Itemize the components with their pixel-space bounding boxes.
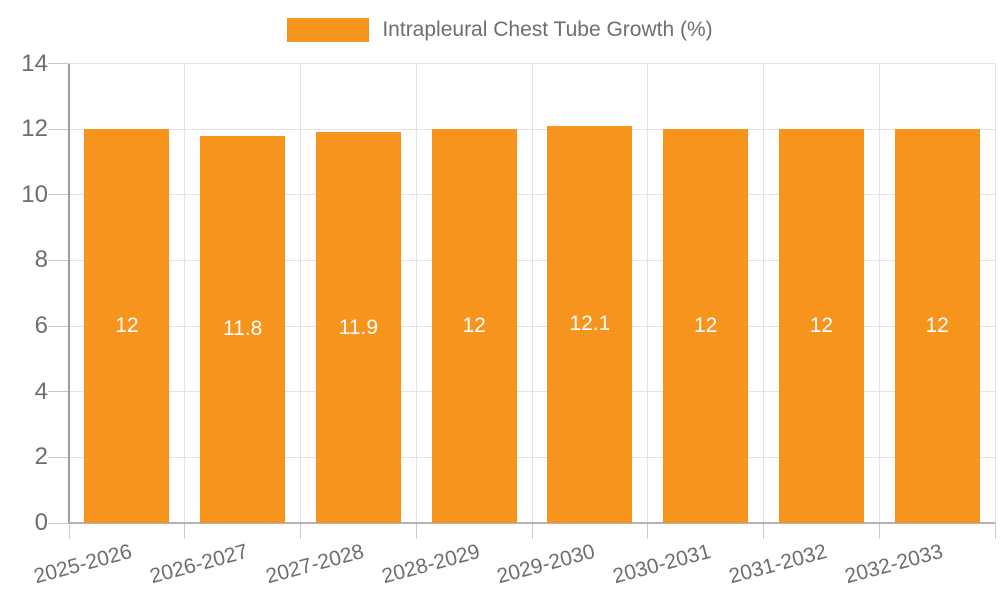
- x-tick-mark: [763, 523, 764, 539]
- x-gridline: [531, 63, 533, 523]
- bar: [84, 129, 170, 523]
- x-tick-mark: [647, 523, 649, 539]
- y-tick-label: 12: [21, 115, 48, 143]
- x-gridline: [300, 63, 301, 523]
- bar-value-label: 11.8: [222, 317, 263, 341]
- y-tick-mark: [48, 456, 69, 458]
- x-tick-mark: [878, 523, 880, 539]
- x-category-label: 2028-2029: [379, 540, 483, 589]
- y-tick-mark: [48, 325, 69, 327]
- x-category-label: 2029-2030: [494, 540, 598, 589]
- bar: [315, 132, 401, 523]
- x-category-label: 2026-2027: [147, 540, 251, 589]
- x-gridline: [763, 63, 764, 523]
- bar-value-label: 12: [115, 314, 139, 338]
- y-tick-label: 6: [34, 312, 48, 340]
- y-tick-label: 4: [34, 377, 48, 405]
- x-gridline: [184, 63, 186, 523]
- y-tick-mark: [48, 391, 69, 393]
- bar-value-label: 12: [925, 314, 949, 338]
- y-tick-mark: [48, 194, 69, 196]
- y-tick-label: 14: [21, 49, 48, 77]
- bar: [431, 129, 517, 523]
- x-category-label: 2025-2026: [31, 540, 135, 589]
- y-tick-label: 0: [34, 509, 48, 536]
- y-tick-label: 2: [34, 443, 48, 471]
- y-tick-label: 8: [34, 246, 48, 274]
- y-axis-line: [68, 63, 70, 523]
- y-tick-mark: [48, 128, 69, 130]
- bar-value-label: 11.9: [338, 315, 379, 339]
- y-tick-mark: [48, 63, 69, 64]
- x-tick-mark: [300, 523, 301, 539]
- x-gridline: [415, 63, 417, 523]
- x-category-label: 2032-2033: [842, 540, 946, 589]
- x-tick-mark: [415, 523, 417, 539]
- legend-label: Intrapleural Chest Tube Growth (%): [382, 18, 713, 41]
- bar-value-label: 12: [809, 314, 834, 338]
- bar: [200, 135, 286, 523]
- x-axis-line: [69, 522, 995, 524]
- y-tick-label: 10: [21, 180, 48, 208]
- x-category-label: 2031-2032: [726, 540, 830, 589]
- x-tick-mark: [184, 523, 186, 539]
- x-gridline: [647, 63, 649, 523]
- x-category-label: 2027-2028: [263, 540, 367, 589]
- bar-value-label: 12.1: [569, 312, 611, 336]
- legend-swatch: [287, 18, 370, 42]
- chart-legend: Intrapleural Chest Tube Growth (%): [0, 18, 1000, 42]
- x-tick-mark: [68, 523, 70, 539]
- x-tick-mark: [531, 523, 533, 539]
- x-tick-mark: [994, 523, 996, 539]
- bar-value-label: 12: [693, 314, 718, 338]
- x-gridline: [878, 63, 880, 523]
- y-tick-mark: [48, 522, 69, 524]
- bar: [778, 129, 864, 523]
- bar: [894, 129, 980, 523]
- x-gridline: [994, 63, 996, 523]
- bar: [663, 129, 749, 523]
- bar: [547, 125, 633, 523]
- y-tick-mark: [48, 259, 69, 261]
- bar-value-label: 12: [462, 314, 486, 338]
- x-category-label: 2030-2031: [610, 540, 714, 589]
